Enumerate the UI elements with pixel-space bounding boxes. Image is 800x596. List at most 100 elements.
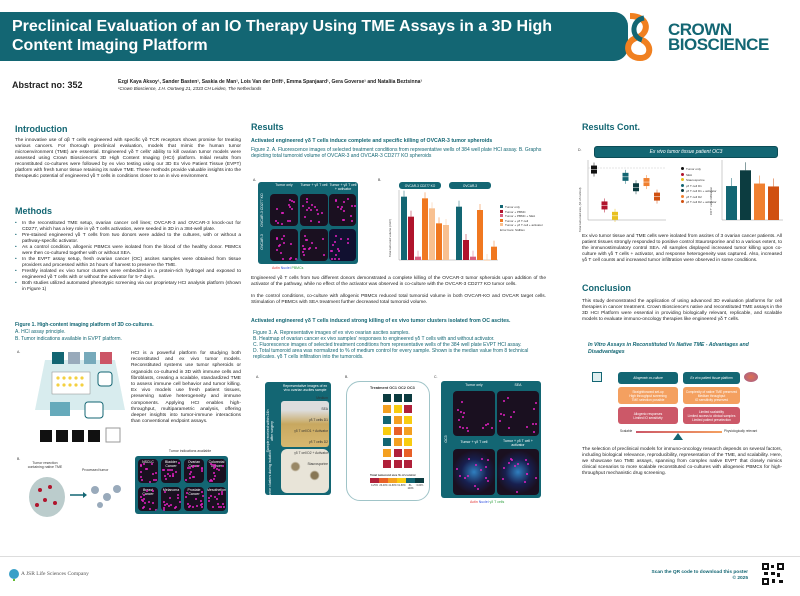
heatmap-row-label: γδ T cells D1 — [309, 418, 328, 422]
bar — [484, 260, 490, 261]
cell-dot — [303, 247, 306, 250]
cell-dot — [524, 481, 527, 484]
heatmap-row-label: SEA — [321, 407, 328, 411]
figure2-fluorescence-grid: Tumor only Tumor + γδ T cell Tumor + γδ … — [258, 182, 358, 264]
fluorescence-image — [300, 194, 328, 226]
cell-dot — [462, 415, 465, 418]
cell-dot — [193, 464, 196, 467]
cell-dot — [142, 494, 145, 497]
cell-dot — [480, 457, 483, 460]
cell-dot — [316, 208, 319, 211]
cell-dot — [211, 479, 214, 482]
cell-dot — [309, 220, 312, 223]
conclusion-heading: Conclusion — [582, 283, 631, 293]
methods-item: As a control condition, allogenic PBMCs … — [15, 245, 241, 257]
heatmap-cell — [382, 393, 392, 403]
cell-dot — [215, 498, 218, 501]
caption-line: D. Total tumoroid area was normalized to… — [253, 348, 529, 360]
heatmap-cell — [382, 415, 392, 425]
cell-dot — [308, 247, 311, 250]
cell-dot — [290, 207, 293, 210]
legend-item: γδ T cell D1 — [681, 183, 717, 190]
cell-dot — [170, 468, 173, 471]
figure1-caption-b: B. Tumor indications available in EVPT p… — [15, 336, 122, 342]
row-header: OC3 — [444, 435, 448, 443]
heatmap-frame — [346, 381, 430, 501]
heatmap-row-label: γδ T cell D2 + Activator — [294, 451, 328, 455]
cell-dot — [221, 492, 224, 495]
cell-dot — [175, 470, 178, 473]
cell-dot — [525, 458, 528, 461]
heatmap-cell — [392, 448, 403, 458]
fluorescence-image — [300, 229, 328, 261]
cell-dot — [145, 467, 148, 470]
cell-dot — [532, 430, 535, 433]
bar — [429, 208, 435, 260]
cell-dot — [210, 494, 213, 497]
cell-dot — [174, 505, 177, 508]
bar — [491, 246, 497, 260]
cell-dot — [209, 478, 212, 481]
cell-dot — [141, 498, 144, 501]
results-paragraph-2: In the control conditions, co-culture wi… — [251, 294, 546, 305]
scale-right-label: Physiologically relevant — [724, 429, 758, 433]
heatmap-cell — [392, 404, 403, 414]
cell-dot — [516, 462, 519, 465]
cell-dot — [163, 504, 166, 507]
figure3-panel-c-label: C. — [434, 375, 438, 379]
cell-dot — [277, 245, 280, 248]
cell-dot — [200, 500, 203, 503]
cell-dot — [192, 506, 195, 509]
indication-image: Bladder Cancer — [161, 459, 181, 483]
scale-left-label: Scalable — [620, 429, 633, 433]
legend-item: γδ T cell D2 — [681, 194, 717, 201]
cell-dot — [320, 212, 323, 215]
cell-dot — [208, 500, 211, 503]
cell-dot — [281, 258, 284, 261]
bar — [768, 186, 779, 220]
cell-dot — [151, 472, 154, 475]
legend-item: Tumor + PBMC + SEA — [500, 214, 543, 219]
cell-dot — [151, 463, 154, 466]
cell-dot — [144, 467, 147, 470]
scale-marker-triangle-icon — [673, 433, 683, 440]
cell-dot — [485, 424, 488, 426]
bar — [463, 240, 469, 260]
cell-dot — [342, 218, 345, 221]
cell-dot — [213, 477, 216, 480]
bar — [408, 216, 414, 260]
bar — [477, 210, 483, 260]
boxplot-legend: Tumor only SEA Staurosporine γδ T cell D1 γδ… — [681, 167, 717, 206]
heatmap-legend-swatch — [406, 478, 415, 483]
results-heading: Results — [251, 122, 284, 132]
heatmap-legend-swatch — [397, 478, 406, 483]
cell-dot — [151, 502, 154, 505]
cell-dot — [170, 503, 173, 506]
patient-banner: Ex vivo tumor tissue patient OC3 — [594, 146, 778, 158]
cell-dot — [459, 425, 462, 428]
cell-dot — [305, 209, 308, 212]
cell-dot — [190, 470, 193, 473]
cell-dot — [168, 474, 171, 477]
heatmap-cell — [403, 415, 413, 425]
column-header: Tumor only — [275, 183, 293, 187]
cell-dot — [487, 423, 490, 426]
cell-dot — [508, 427, 511, 430]
tissue-icon — [744, 372, 758, 382]
fluorescence-image — [497, 449, 539, 495]
tumor-processing-diagram — [29, 477, 121, 517]
cell-dot — [459, 410, 462, 413]
cell-dot — [149, 480, 152, 483]
qr-code[interactable] — [762, 563, 784, 585]
affiliation: ¹Crown Bioscience, J.H. Oortweg 21, 2333… — [118, 86, 262, 91]
cell-dot — [276, 238, 279, 241]
cell-dot — [507, 397, 510, 400]
title-banner — [0, 12, 628, 61]
cell-dot — [280, 252, 283, 255]
bar — [456, 206, 462, 260]
cell-dot — [140, 463, 143, 466]
cell-dot — [484, 466, 487, 469]
cell-dot — [334, 257, 337, 260]
cell-dot — [336, 206, 339, 209]
cell-dot — [214, 463, 217, 466]
